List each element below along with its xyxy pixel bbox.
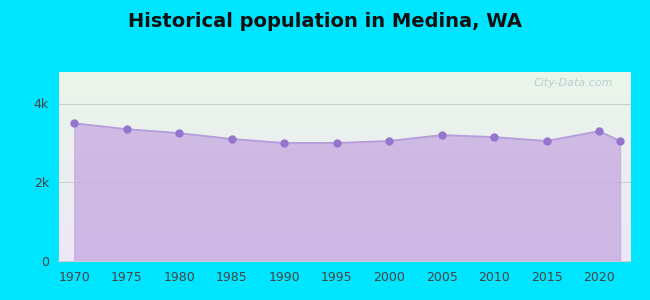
Point xyxy=(489,135,499,140)
Point xyxy=(122,127,132,131)
Point xyxy=(594,129,604,134)
Point xyxy=(615,139,625,143)
Text: Historical population in Medina, WA: Historical population in Medina, WA xyxy=(128,12,522,31)
Point xyxy=(174,130,185,135)
Point xyxy=(541,139,552,143)
Point xyxy=(436,133,447,137)
Point xyxy=(384,139,395,143)
Point xyxy=(332,140,342,145)
Point xyxy=(226,136,237,141)
Text: City-Data.com: City-Data.com xyxy=(534,78,614,88)
Point xyxy=(69,121,79,126)
Point xyxy=(279,140,289,145)
